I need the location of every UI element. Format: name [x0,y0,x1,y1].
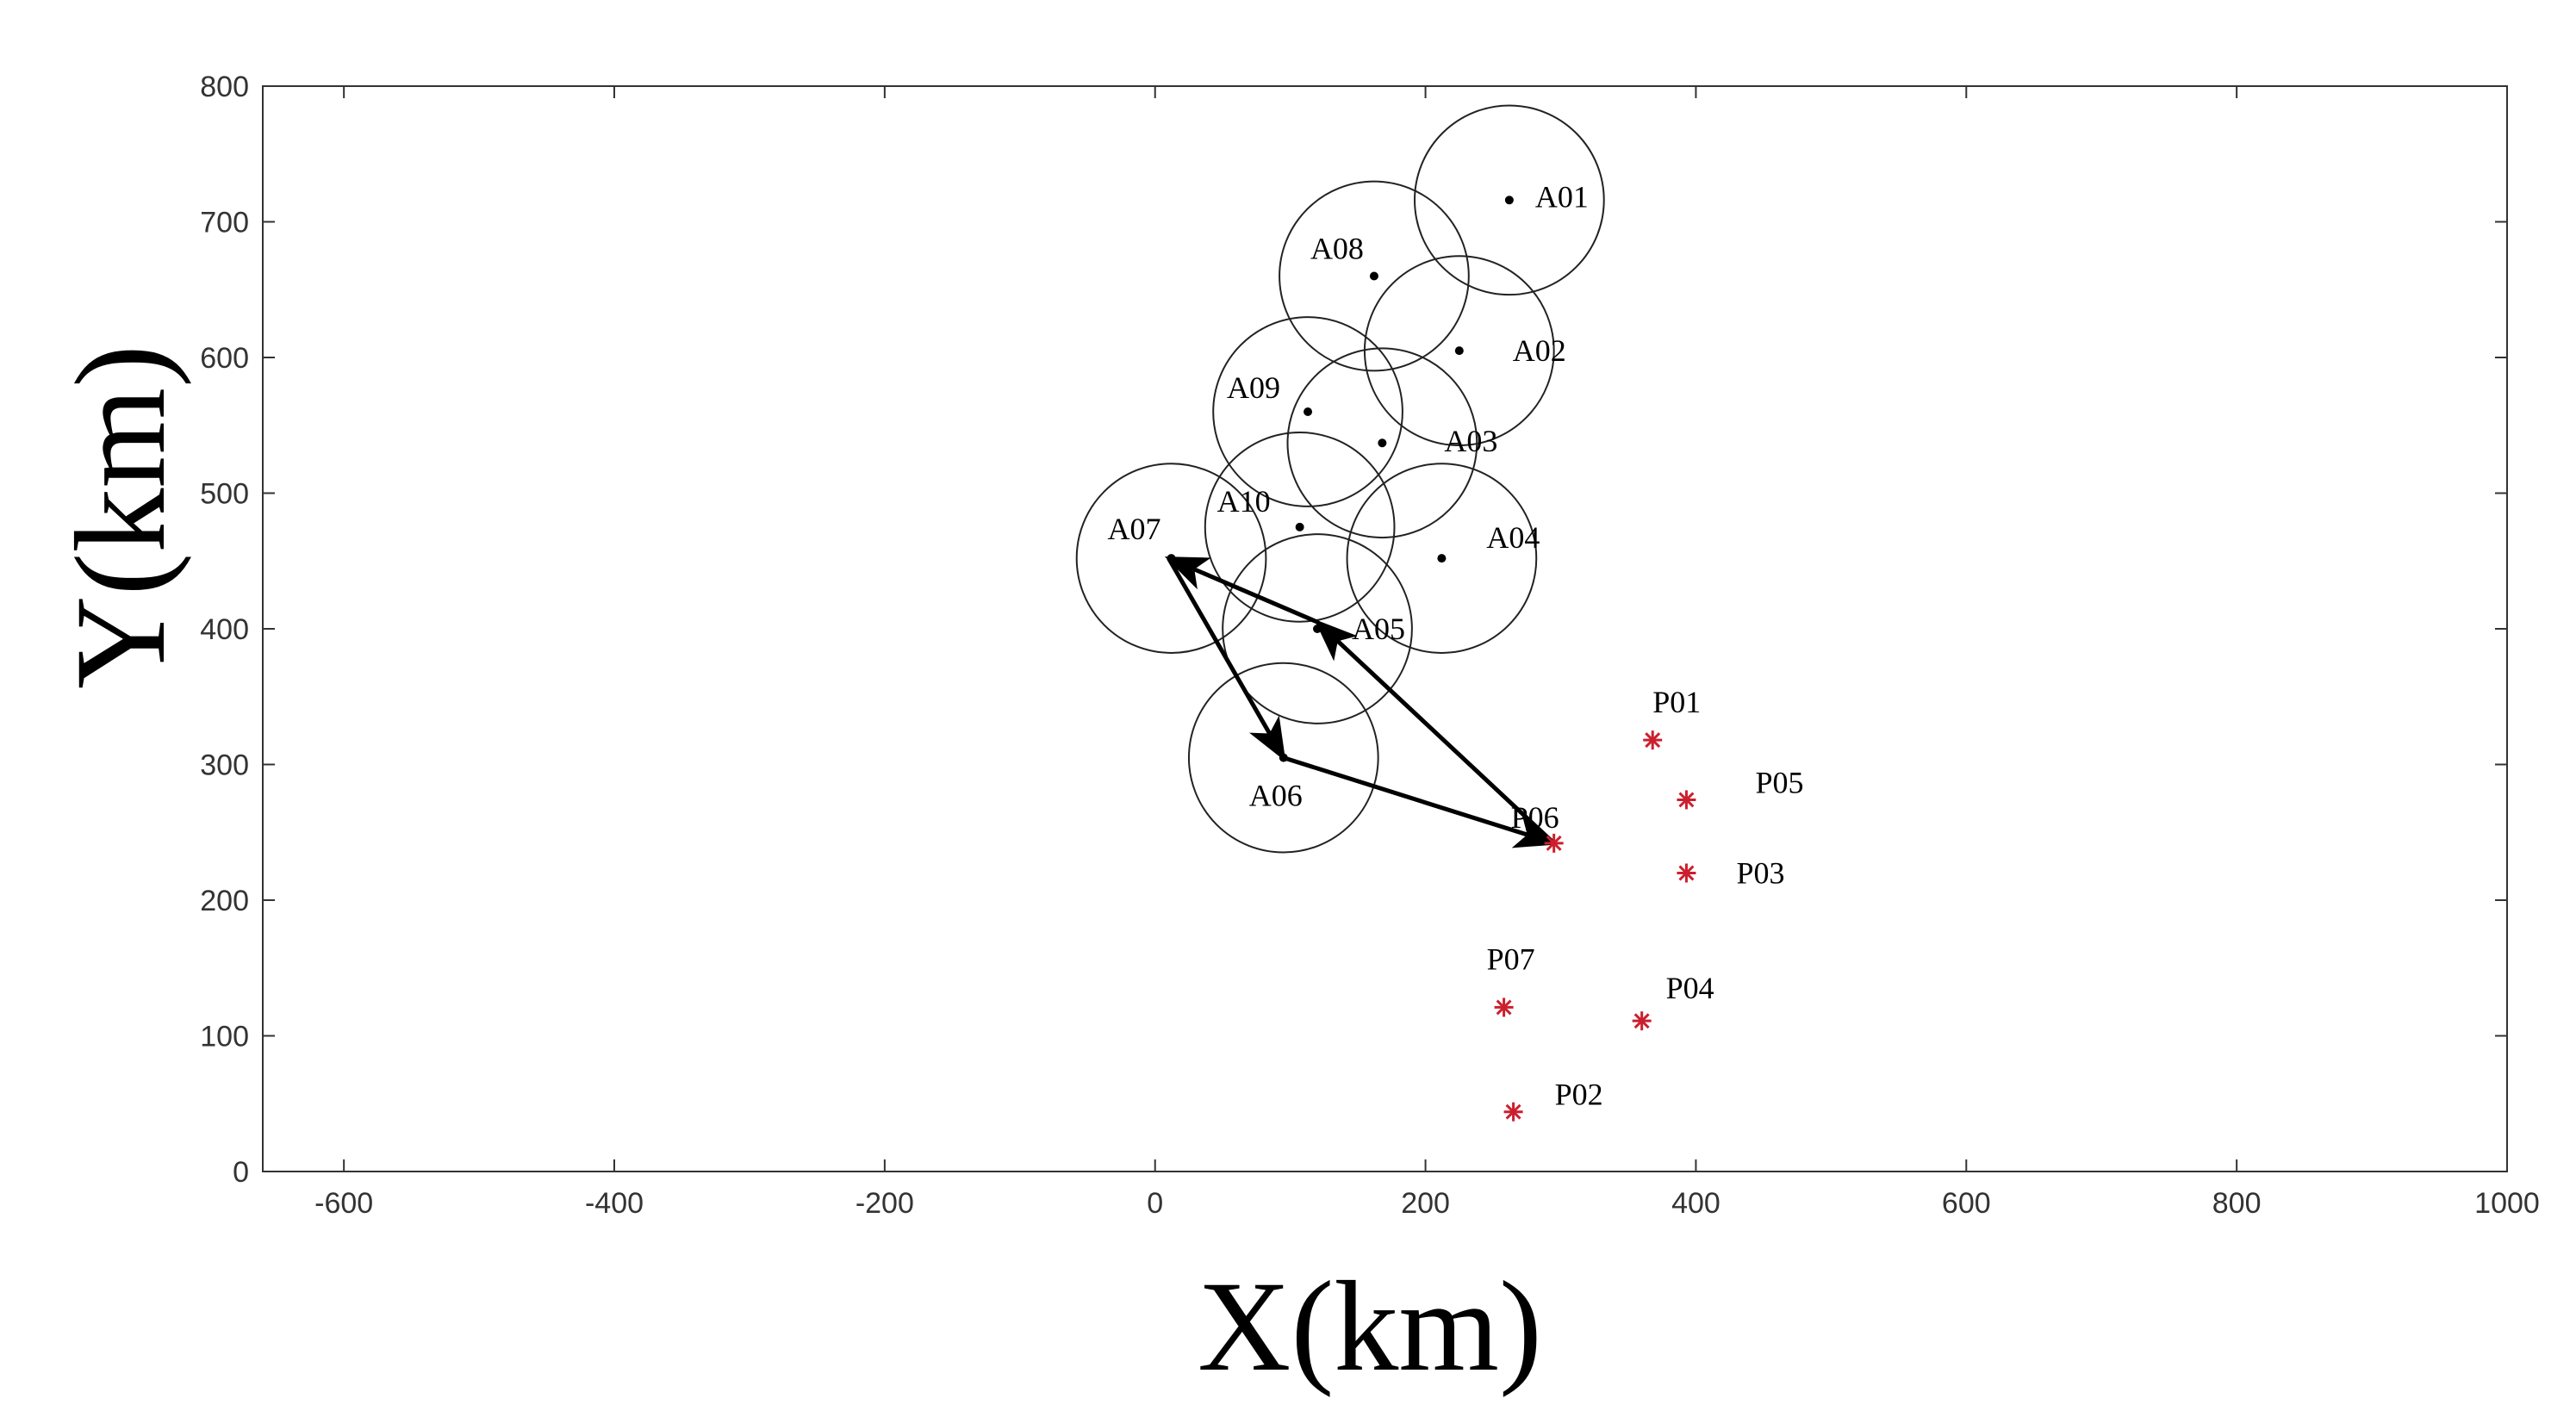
y-tick-label: 300 [200,749,249,782]
area-center-a06 [1279,753,1288,762]
p-marker-p05 [1677,790,1696,810]
area-label-a05: A05 [1352,612,1405,646]
x-tick-label: 400 [1671,1187,1720,1220]
area-center-a04 [1437,554,1447,563]
x-tick-label: 0 [1147,1187,1163,1220]
y-tick-label: 100 [200,1021,249,1053]
p-points [1494,730,1696,1122]
route-segment-3 [1167,556,1286,761]
y-tick-label: 0 [233,1156,249,1189]
y-tick-label: 700 [200,207,249,239]
x-axis-title: X(km) [1198,1255,1542,1398]
x-tick-label: 800 [2212,1187,2262,1220]
x-tick-label: -600 [314,1187,373,1220]
axis-ticks: -600 -400 -200 0 200 400 600 800 1000 0 100 200 300 4… [200,71,2540,1220]
area-center-a05 [1313,625,1322,633]
area-center-a10 [1295,522,1304,531]
area-label-a01: A01 [1535,179,1589,214]
x-tick-label: 1000 [2474,1187,2540,1220]
area-circle-a08 [1279,180,1470,372]
route-segment-4 [1283,755,1559,848]
point-label-p01: P01 [1652,685,1701,719]
area-label-a09: A09 [1227,370,1280,405]
area-circle-a03 [1286,347,1478,539]
y-tick-label: 500 [200,478,249,511]
point-label-p07: P07 [1487,942,1535,976]
area-center-a03 [1378,438,1387,448]
area-circle-a10 [1204,432,1396,623]
area-circle-a06 [1187,662,1379,854]
point-label-p04: P04 [1666,971,1714,1005]
p-marker-p07 [1494,997,1514,1017]
area-center-a08 [1369,271,1378,281]
x-tick-label: 200 [1401,1187,1450,1220]
area-label-a08: A08 [1310,232,1364,266]
x-tick-label: 600 [1942,1187,1991,1220]
point-labels: A01 A08 A02 A09 A03 A10 A04 A07 A05 A06 P01 P05 P06 P… [1108,179,1804,1111]
area-center-a02 [1454,346,1464,356]
x-tick-label: -200 [856,1187,914,1220]
area-label-a04: A04 [1486,520,1540,555]
p-marker-p03 [1677,863,1696,883]
area-center-a09 [1304,407,1313,416]
p-marker-p02 [1503,1102,1523,1122]
area-label-a10: A10 [1217,484,1271,519]
area-circle-a07 [1075,463,1267,654]
y-tick-label: 400 [200,613,249,646]
area-center-a07 [1167,554,1176,563]
point-label-p05: P05 [1755,765,1803,799]
route-segment-1 [1314,618,1556,845]
p-marker-p01 [1643,730,1663,750]
area-label-a06: A06 [1249,779,1303,813]
area-circle-a01 [1414,104,1605,296]
area-circle-a09 [1212,316,1403,507]
route-segment-2 [1164,556,1319,625]
area-circle-a04 [1346,463,1538,654]
y-tick-label: 800 [200,71,249,103]
y-axis-title: Y(km) [49,345,192,689]
p-marker-p06 [1544,833,1564,853]
area-centers [1167,196,1514,762]
area-circles [1075,104,1605,854]
area-center-a01 [1504,196,1514,205]
y-tick-label: 600 [200,342,249,375]
route-path [1164,556,1559,848]
area-circle-a05 [1222,533,1413,724]
point-label-p02: P02 [1555,1078,1603,1112]
point-label-p06: P06 [1511,800,1559,835]
point-label-p03: P03 [1736,856,1784,891]
y-tick-label: 200 [200,885,249,917]
area-label-a03: A03 [1444,424,1497,458]
p-marker-p04 [1632,1011,1652,1031]
area-label-a02: A02 [1513,333,1566,368]
x-tick-label: -400 [585,1187,644,1220]
area-label-a07: A07 [1108,512,1161,546]
